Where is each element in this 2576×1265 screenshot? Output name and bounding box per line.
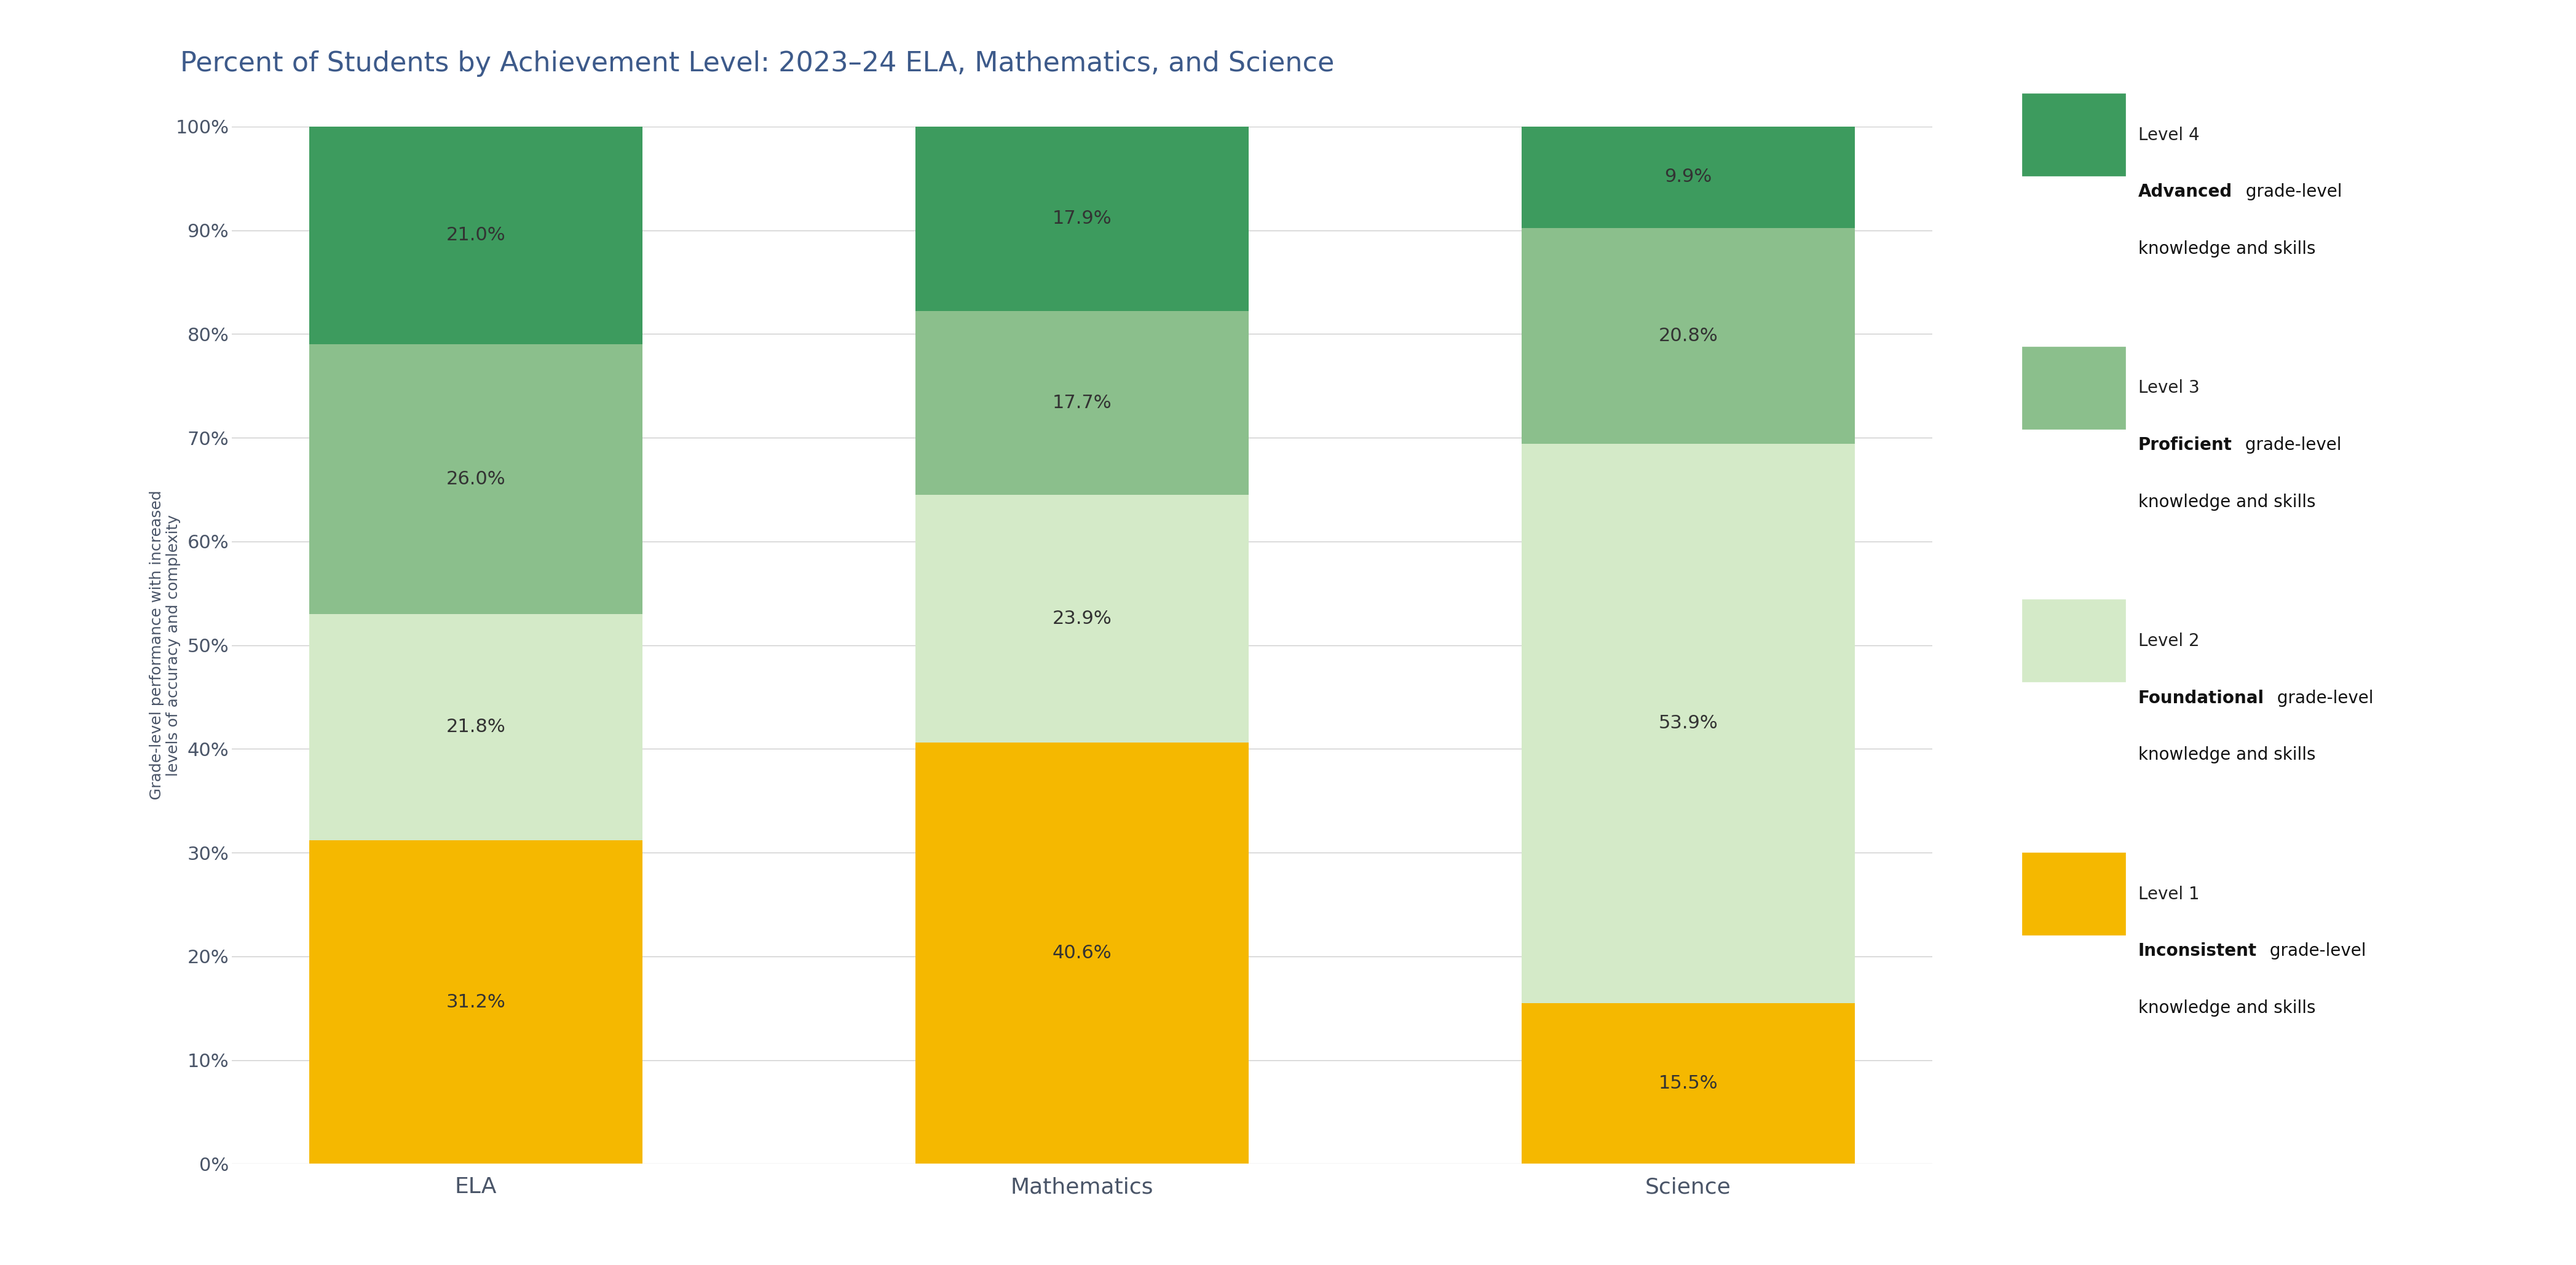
Y-axis label: Grade-level performance with increased
levels of accuracy and complexity: Grade-level performance with increased l… <box>149 491 180 799</box>
Text: grade-level: grade-level <box>2241 183 2342 201</box>
Text: 53.9%: 53.9% <box>1659 715 1718 732</box>
Text: Inconsistent: Inconsistent <box>2138 942 2257 960</box>
Text: 20.8%: 20.8% <box>1659 328 1718 345</box>
Text: Advanced: Advanced <box>2138 183 2233 201</box>
Text: knowledge and skills: knowledge and skills <box>2138 999 2316 1017</box>
Text: Level 2: Level 2 <box>2138 632 2200 650</box>
Text: 21.0%: 21.0% <box>446 226 505 244</box>
Bar <box>1522 125 1855 228</box>
Text: 21.8%: 21.8% <box>446 719 505 736</box>
Text: Level 3: Level 3 <box>2138 380 2200 397</box>
Text: grade-level: grade-level <box>2272 689 2372 707</box>
Text: 17.9%: 17.9% <box>1051 210 1113 228</box>
Bar <box>309 614 641 840</box>
Text: Percent of Students by Achievement Level: 2023–24 ELA, Mathematics, and Science: Percent of Students by Achievement Level… <box>180 51 1334 77</box>
Bar <box>914 311 1249 495</box>
Bar <box>914 495 1249 743</box>
Text: 17.7%: 17.7% <box>1051 393 1113 412</box>
Text: 31.2%: 31.2% <box>446 993 505 1011</box>
Bar <box>1522 444 1855 1003</box>
Text: grade-level: grade-level <box>2239 436 2342 454</box>
Bar <box>1522 1003 1855 1164</box>
Bar <box>309 840 641 1164</box>
Bar <box>309 344 641 614</box>
Text: 26.0%: 26.0% <box>446 471 505 488</box>
Text: knowledge and skills: knowledge and skills <box>2138 746 2316 764</box>
Text: 9.9%: 9.9% <box>1664 168 1713 186</box>
Text: 15.5%: 15.5% <box>1659 1074 1718 1092</box>
Text: Foundational: Foundational <box>2138 689 2264 707</box>
Text: grade-level: grade-level <box>2264 942 2367 960</box>
Bar <box>914 125 1249 311</box>
Bar <box>309 126 641 344</box>
Text: Level 4: Level 4 <box>2138 126 2200 144</box>
Text: 40.6%: 40.6% <box>1051 944 1113 963</box>
Text: knowledge and skills: knowledge and skills <box>2138 493 2316 511</box>
Text: Level 1: Level 1 <box>2138 885 2200 903</box>
Text: Proficient: Proficient <box>2138 436 2231 454</box>
Text: 23.9%: 23.9% <box>1051 610 1113 627</box>
Bar <box>914 743 1249 1164</box>
Text: knowledge and skills: knowledge and skills <box>2138 240 2316 258</box>
Bar <box>1522 228 1855 444</box>
